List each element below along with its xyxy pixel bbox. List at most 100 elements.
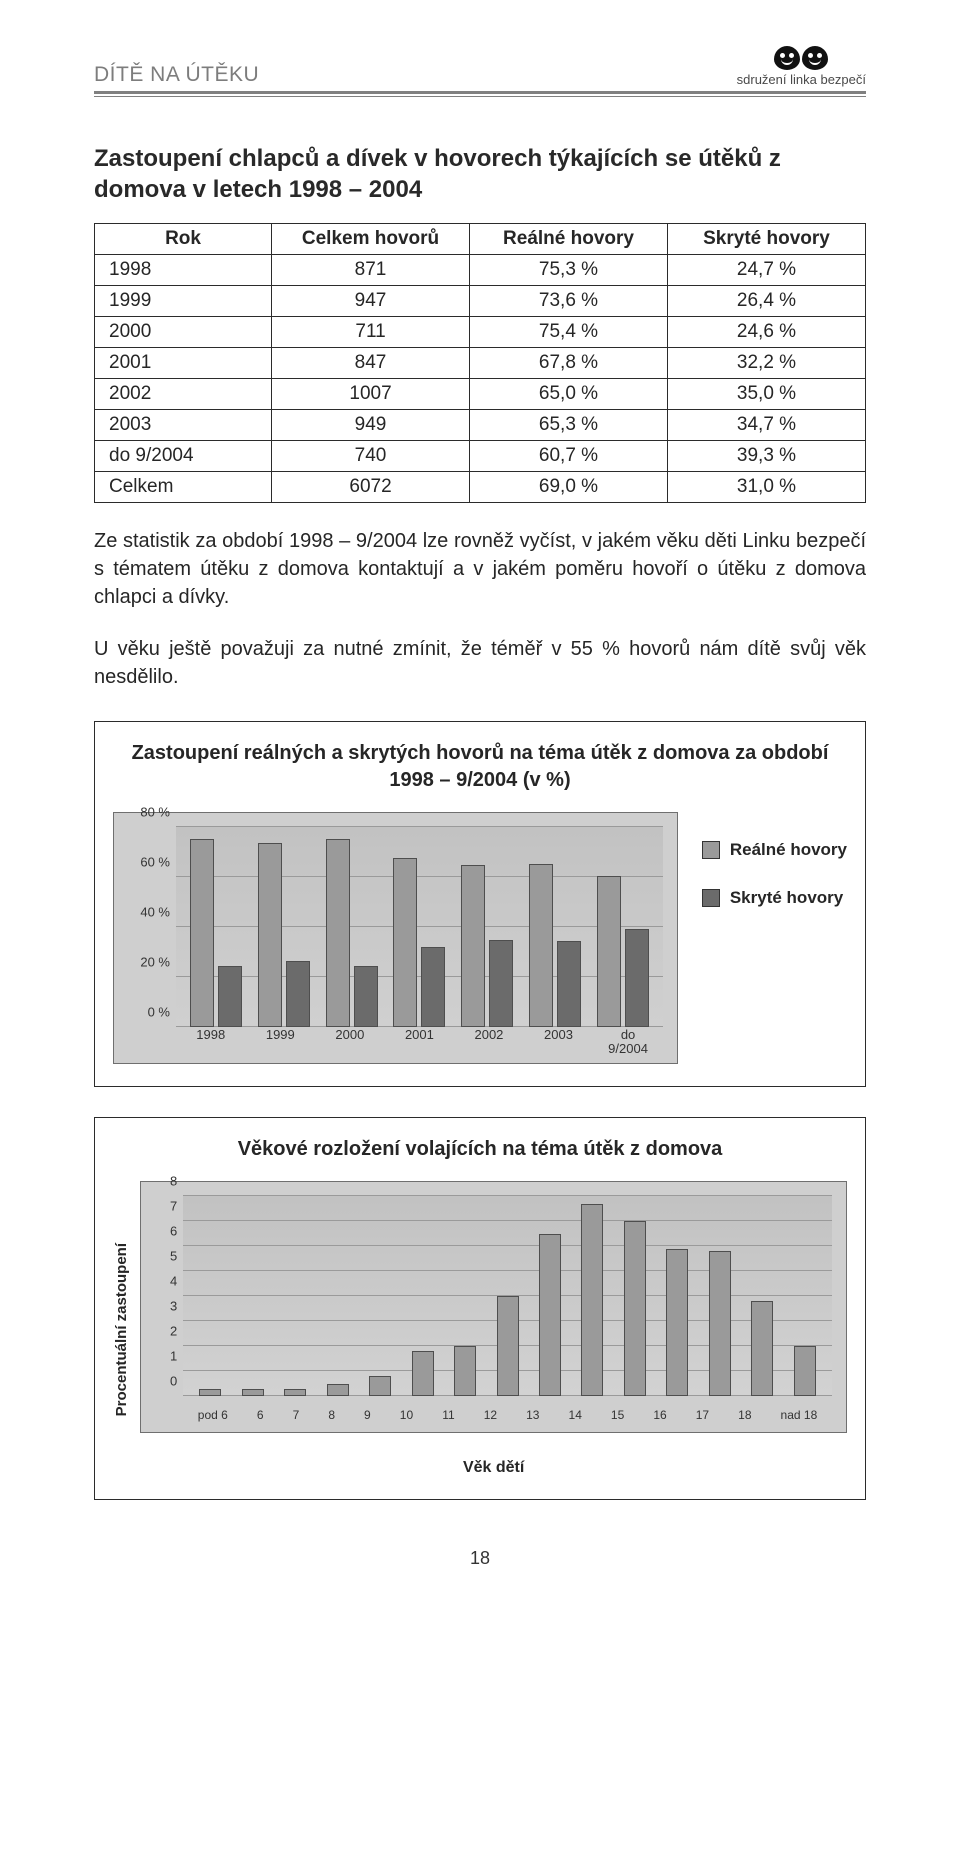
table-cell: Celkem [95,472,272,503]
chart2-y-tick: 5 [149,1249,177,1264]
chart1-bar-group [258,843,310,1027]
body-paragraph-2: U věku ještě považuji za nutné zmínit, ž… [94,635,866,691]
chart2-x-tick: 17 [696,1408,709,1422]
chart1-bar [393,858,417,1028]
chart2-y-label: Procentuální zastoupení [113,1243,130,1416]
chart2-bar [581,1204,603,1397]
chart2-y-tick: 3 [149,1299,177,1314]
chart1-bar [489,940,513,1028]
page: DÍTĚ NA ÚTĚKU sdružení linka bezpečí Zas… [0,0,960,1609]
chart1-x-tick: 1999 [260,1028,300,1055]
face-sad-icon [774,46,800,70]
table-cell: 740 [272,441,470,472]
legend-label-realne: Reálné hovory [730,840,847,860]
chart2-x-tick: 12 [484,1408,497,1422]
header-rule [94,91,866,97]
chart1-frame: Zastoupení reálných a skrytých hovorů na… [94,721,866,1087]
chart2-x-tick: 16 [653,1408,666,1422]
body-paragraph-1: Ze statistik za období 1998 – 9/2004 lze… [94,527,866,611]
chart2-bar [624,1221,646,1396]
chart2-bar [242,1389,264,1397]
chart1-bar-group [461,865,513,1028]
chart2-frame: Věkové rozložení volajících na téma útěk… [94,1117,866,1500]
chart1-x-tick: 2002 [469,1028,509,1055]
table-cell: 2003 [95,410,272,441]
chart1-bar [421,947,445,1028]
table-cell: 2001 [95,348,272,379]
chart2-y-tick: 4 [149,1274,177,1289]
table-row: 200394965,3 %34,7 % [95,410,866,441]
chart1-y-tick: 0 % [120,1005,170,1020]
chart1-bar-group [190,839,242,1027]
table-cell: 69,0 % [470,472,668,503]
chart1-bar-group [393,858,445,1028]
legend-label-skryte: Skryté hovory [730,888,843,908]
table-row: 199887175,3 %24,7 % [95,255,866,286]
table-cell: do 9/2004 [95,441,272,472]
chart2-body: Procentuální zastoupení 012345678 pod 6 6… [113,1181,847,1477]
chart2-x-tick: 6 [257,1408,264,1422]
col-rok: Rok [95,224,272,255]
table-cell: 39,3 % [668,441,866,472]
chart2-bar [497,1296,519,1396]
chart1-plot-area: 0 %20 %40 %60 %80 % 19981999200020012002… [113,812,678,1064]
table-cell: 947 [272,286,470,317]
chart2-bar [666,1249,688,1397]
chart2-bar [539,1234,561,1397]
page-number: 18 [94,1548,866,1569]
table-cell: 35,0 % [668,379,866,410]
chart2-y-tick: 1 [149,1349,177,1364]
table-cell: 1999 [95,286,272,317]
chart1-x-tick: 1998 [191,1028,231,1055]
chart2-x-tick: 18 [738,1408,751,1422]
chart2-plot: 012345678 [183,1196,832,1396]
legend-swatch-realne [702,841,720,859]
chart1-bar [354,966,378,1028]
table-cell: 26,4 % [668,286,866,317]
col-celkem: Celkem hovorů [272,224,470,255]
table-cell: 75,3 % [470,255,668,286]
chart1-plot: 0 %20 %40 %60 %80 % [176,827,663,1027]
chart2-x-tick: pod 6 [198,1408,228,1422]
chart1-bar [625,929,649,1027]
data-table: Rok Celkem hovorů Reálné hovory Skryté h… [94,223,866,503]
chart1-title: Zastoupení reálných a skrytých hovorů na… [113,740,847,794]
chart1-y-tick: 40 % [120,905,170,920]
chart2-bar [709,1251,731,1396]
chart1-body: 0 %20 %40 %60 %80 % 19981999200020012002… [113,812,847,1064]
legend-swatch-skryte [702,889,720,907]
table-cell: 34,7 % [668,410,866,441]
chart1-x-labels: 199819992000200120022003do 9/2004 [176,1028,663,1055]
table-cell: 65,3 % [470,410,668,441]
table-cell: 75,4 % [470,317,668,348]
table-row: 200071175,4 %24,6 % [95,317,866,348]
chart1-bar [218,966,242,1028]
table-cell: 24,7 % [668,255,866,286]
chart2-bar [369,1376,391,1396]
chart2-bar [751,1301,773,1396]
face-happy-icon [802,46,828,70]
chart2-x-tick: 13 [526,1408,539,1422]
chart2-x-tick: 9 [364,1408,371,1422]
chart1-bar [461,865,485,1028]
chart2-x-tick: nad 18 [781,1408,818,1422]
col-realne: Reálné hovory [470,224,668,255]
table-cell: 73,6 % [470,286,668,317]
table-row: 200184767,8 %32,2 % [95,348,866,379]
table-cell: 871 [272,255,470,286]
chart1-x-tick: do 9/2004 [608,1028,648,1055]
legend-realne: Reálné hovory [702,840,847,860]
table-row: do 9/200474060,7 %39,3 % [95,441,866,472]
chart2-x-tick: 15 [611,1408,624,1422]
chart2-x-title: Věk dětí [140,1459,847,1477]
table-cell: 6072 [272,472,470,503]
section-title: Zastoupení chlapců a dívek v hovorech tý… [94,143,866,205]
table-cell: 67,8 % [470,348,668,379]
chart1-bar [557,941,581,1028]
brand-text: sdružení linka bezpečí [737,72,866,87]
brand-logo [774,46,828,70]
chart2-bar [454,1346,476,1396]
table-cell: 60,7 % [470,441,668,472]
chart2-bar [284,1389,306,1397]
chart1-bar [190,839,214,1027]
